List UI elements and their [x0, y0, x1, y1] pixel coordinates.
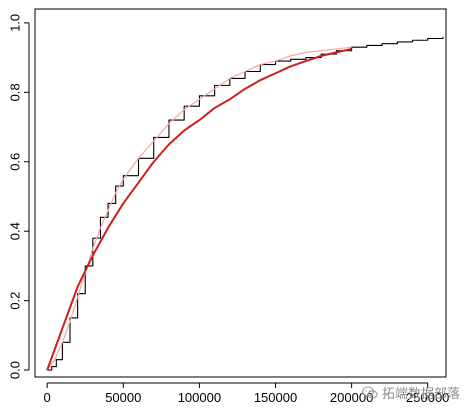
watermark-text: 拓端数据部落 — [381, 387, 460, 402]
y-tick-label: 0.6 — [7, 153, 22, 171]
x-tick-label: 50000 — [105, 390, 141, 405]
model-fit-line — [46, 47, 352, 371]
y-tick-label: 0.4 — [7, 222, 22, 240]
x-tick-label: 100000 — [178, 390, 221, 405]
y-tick-label: 0.0 — [7, 361, 22, 379]
y-tick-label: 1.0 — [7, 14, 22, 32]
x-axis: 0 50000 100000 150000 200000 250000 — [44, 382, 449, 405]
smoothed-fit-line — [46, 46, 352, 371]
plot-lines — [46, 36, 444, 371]
watermark: 拓端数据部落 — [361, 383, 460, 402]
y-tick-label: 0.8 — [7, 83, 22, 101]
x-tick-label: 0 — [44, 390, 51, 405]
wechat-icon — [361, 385, 378, 399]
y-tick-label: 0.2 — [7, 292, 22, 310]
y-axis: 0.0 0.2 0.4 0.6 0.8 1.0 — [7, 14, 30, 379]
x-tick-label: 250000 — [406, 390, 449, 405]
plot-frame — [34, 8, 447, 378]
x-tick-label: 200000 — [330, 390, 373, 405]
empirical-cdf-line — [47, 36, 444, 371]
x-tick-label: 150000 — [254, 390, 297, 405]
